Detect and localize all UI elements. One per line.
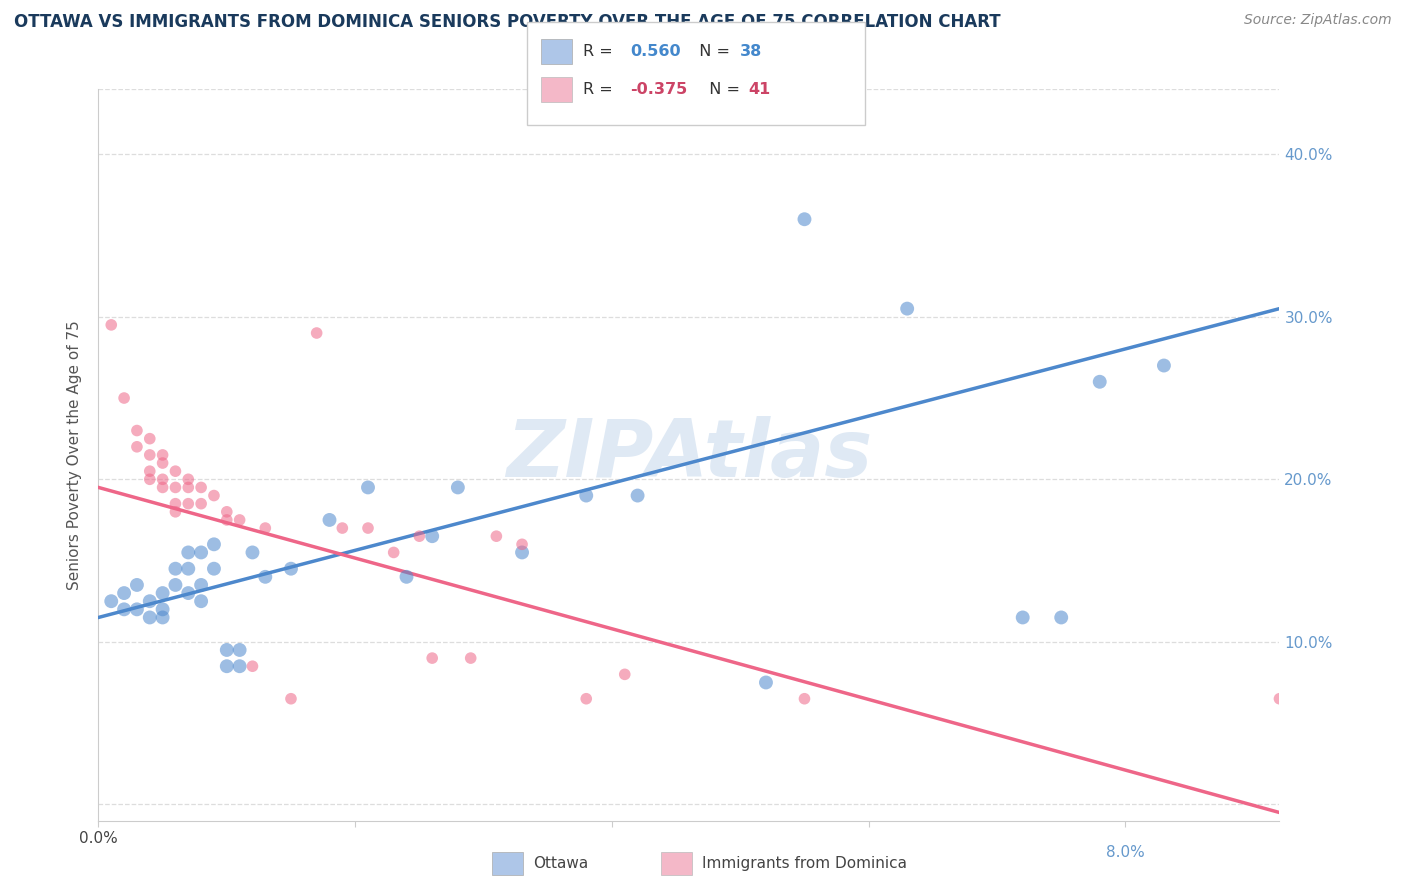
Text: N =: N =: [699, 82, 745, 96]
Point: [125, 440, 148, 454]
Point: [793, 691, 815, 706]
Point: [139, 594, 162, 608]
Point: [165, 464, 187, 478]
Point: [305, 326, 328, 340]
Point: [575, 489, 598, 503]
Point: [896, 301, 918, 316]
Point: [1011, 610, 1033, 624]
Text: 41: 41: [748, 82, 770, 96]
Point: [165, 480, 187, 494]
Point: [112, 586, 135, 600]
Point: [280, 691, 302, 706]
Point: [254, 521, 277, 535]
Point: [242, 545, 264, 559]
Text: 0.560: 0.560: [630, 45, 681, 59]
Point: [100, 318, 122, 332]
Point: [139, 432, 162, 446]
Point: [152, 448, 174, 462]
Point: [152, 472, 174, 486]
Y-axis label: Seniors Poverty Over the Age of 75: Seniors Poverty Over the Age of 75: [67, 320, 83, 590]
Point: [510, 537, 533, 551]
Text: R =: R =: [583, 45, 619, 59]
Point: [190, 594, 212, 608]
Point: [395, 570, 418, 584]
Point: [202, 489, 225, 503]
Point: [112, 391, 135, 405]
Point: [242, 659, 264, 673]
Point: [215, 513, 238, 527]
Text: N =: N =: [689, 45, 735, 59]
Point: [613, 667, 636, 681]
Text: OTTAWA VS IMMIGRANTS FROM DOMINICA SENIORS POVERTY OVER THE AGE OF 75 CORRELATIO: OTTAWA VS IMMIGRANTS FROM DOMINICA SENIO…: [14, 13, 1001, 31]
Point: [190, 545, 212, 559]
Point: [1088, 375, 1111, 389]
Point: [228, 659, 250, 673]
Point: [139, 472, 162, 486]
Text: R =: R =: [583, 82, 619, 96]
Point: [228, 513, 250, 527]
Point: [793, 212, 815, 227]
Text: Ottawa: Ottawa: [533, 856, 588, 871]
Point: [125, 578, 148, 592]
Point: [202, 562, 225, 576]
Point: [152, 610, 174, 624]
Point: [755, 675, 778, 690]
Point: [190, 480, 212, 494]
Point: [177, 586, 200, 600]
Point: [382, 545, 405, 559]
Point: [152, 456, 174, 470]
Point: [165, 505, 187, 519]
Point: [177, 472, 200, 486]
Point: [1050, 610, 1073, 624]
Point: [280, 562, 302, 576]
Point: [575, 691, 598, 706]
Point: [177, 545, 200, 559]
Point: [125, 602, 148, 616]
Point: [177, 562, 200, 576]
Point: [202, 537, 225, 551]
Point: [447, 480, 470, 494]
Point: [112, 602, 135, 616]
Point: [460, 651, 482, 665]
Point: [420, 651, 443, 665]
Point: [357, 480, 380, 494]
Text: Source: ZipAtlas.com: Source: ZipAtlas.com: [1244, 13, 1392, 28]
Text: 38: 38: [740, 45, 762, 59]
Text: Immigrants from Dominica: Immigrants from Dominica: [702, 856, 907, 871]
Point: [139, 448, 162, 462]
Point: [165, 562, 187, 576]
Point: [408, 529, 430, 543]
Point: [165, 497, 187, 511]
Point: [1153, 359, 1175, 373]
Point: [152, 602, 174, 616]
Point: [177, 497, 200, 511]
Text: ZIPAtlas: ZIPAtlas: [506, 416, 872, 494]
Point: [228, 643, 250, 657]
Point: [254, 570, 277, 584]
Point: [152, 586, 174, 600]
Point: [190, 497, 212, 511]
Point: [357, 521, 380, 535]
Point: [215, 643, 238, 657]
Point: [626, 489, 648, 503]
Point: [125, 424, 148, 438]
Point: [100, 594, 122, 608]
Point: [215, 659, 238, 673]
Text: -0.375: -0.375: [630, 82, 688, 96]
Point: [318, 513, 340, 527]
Point: [190, 578, 212, 592]
Point: [152, 480, 174, 494]
Point: [215, 505, 238, 519]
Point: [420, 529, 443, 543]
Point: [177, 480, 200, 494]
Point: [165, 578, 187, 592]
Point: [139, 464, 162, 478]
Point: [1268, 691, 1291, 706]
Text: 8.0%: 8.0%: [1107, 845, 1144, 860]
Point: [510, 545, 533, 559]
Point: [139, 610, 162, 624]
Point: [485, 529, 508, 543]
Point: [330, 521, 353, 535]
